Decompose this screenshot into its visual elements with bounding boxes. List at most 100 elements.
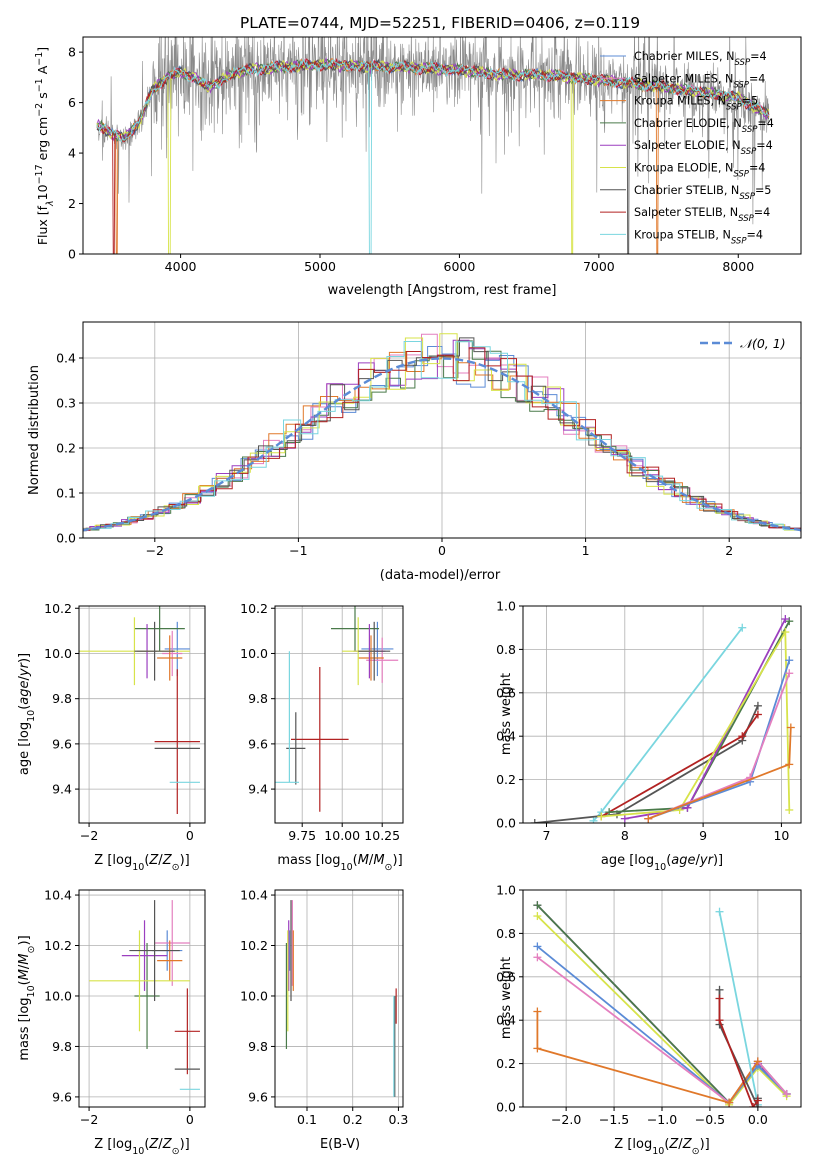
axes-mass_vs_EBV: 0.1 0.2 0.3 9.6 9.8 10.0 10.2 10.4 [240, 888, 408, 1127]
x-tick-label: 0 [186, 828, 194, 843]
errorbar-point-salp_stelib [154, 669, 200, 814]
weight-age-xlabel: age [log10(age/yr)] [601, 853, 723, 873]
label-part: )] [17, 935, 32, 945]
figure-title: PLATE=0744, MJD=52251, FIBERID=0406, z=0… [240, 14, 640, 32]
legend-tail: =5 [755, 184, 772, 197]
plot-area [275, 606, 399, 812]
y-tick-label: 8 [68, 45, 76, 60]
legend-sub: SSP [733, 80, 749, 90]
x-tick-label: −0.5 [695, 1112, 725, 1127]
legend-sub: SSP [738, 214, 754, 224]
label-part: age [17, 680, 32, 704]
axes-frame [82, 36, 802, 255]
legend-text: Chabrier STELIB, N [634, 184, 739, 197]
legend-tail: =4 [749, 72, 766, 85]
weight-marker-krou_elodie [533, 912, 542, 921]
residual-legend: 𝒩(0, 1) [700, 336, 786, 351]
gridlines [79, 890, 205, 1107]
errorbar-point-krou_miles [157, 635, 183, 681]
x-tick-label: −2.0 [551, 1112, 581, 1127]
label-part: 10 [26, 985, 37, 997]
label-part: )] [180, 1137, 190, 1152]
errorbar-point-chab_elodie [134, 606, 185, 652]
label-part: age [log [601, 853, 654, 868]
weight-marker-chab_elodie [533, 901, 542, 910]
weight-marker-chab_elodie [605, 808, 614, 817]
legend-tail: =4 [746, 228, 763, 241]
y-tick-label: 9.8 [52, 1039, 72, 1054]
legend-sub: SSP [739, 192, 755, 202]
model-spectrum-krou_elodie [96, 58, 770, 254]
weight-marker-salp_elodie [620, 814, 629, 823]
weight-marker-salp_elodie [781, 615, 790, 624]
gridlines [79, 606, 205, 823]
label-part: )] [180, 853, 190, 868]
legend-tail: =4 [754, 206, 771, 219]
y-tick-label: 10.0 [240, 646, 268, 661]
label-part: )] [700, 1137, 710, 1152]
label-part: Z [682, 1137, 693, 1152]
y-tick-label: 10.2 [44, 938, 72, 953]
y-tick-label: 0 [68, 247, 76, 262]
y-tick-label: 2 [68, 196, 76, 211]
y-tick-label: 0.0 [496, 816, 516, 831]
legend-text: Salpeter STELIB, N [634, 206, 738, 219]
label-part: Z [log [614, 1137, 652, 1152]
errorbar-point-chab_miles [361, 621, 394, 677]
y-tick-label: 0.4 [496, 1013, 516, 1028]
plot-area [79, 606, 200, 814]
x-tick-label: 6000 [444, 259, 476, 274]
legend-entry: Kroupa ELODIE, NSSP=4 [634, 162, 765, 180]
label-part: A [35, 65, 50, 78]
x-tick-label: 0.3 [388, 1112, 408, 1127]
label-part: age [log [17, 722, 32, 775]
y-tick-label: 10.4 [240, 888, 268, 903]
ticks: 0.1 0.2 0.3 9.6 9.8 10.0 10.2 10.4 [240, 888, 408, 1127]
label-part: λ [45, 200, 56, 207]
weight-marker-krou_miles [533, 1007, 542, 1016]
legend-entry: Salpeter ELODIE, NSSP=4 [634, 139, 773, 157]
label-part: ( [17, 980, 32, 985]
label-part: ( [17, 705, 32, 710]
label-part: / [158, 1137, 163, 1152]
x-tick-label: 10.25 [364, 828, 400, 843]
y-tick-label: 0.2 [496, 1056, 516, 1071]
y-tick-label: 0.1 [56, 486, 76, 501]
age-z-ylabel: age [log10(age/yr)] [17, 653, 37, 775]
legend-entry: Kroupa STELIB, NSSP=4 [634, 228, 763, 246]
weight-marker-salp_miles [785, 669, 794, 678]
errorbar-point-krou_miles [358, 635, 384, 681]
x-tick-label: 4000 [165, 259, 197, 274]
y-tick-label: 0.0 [496, 1100, 516, 1115]
weight-marker-krou_elodie [597, 812, 606, 821]
weight-marker-chab_stelib [715, 985, 724, 994]
y-tick-label: 10.2 [240, 938, 268, 953]
label-part: / [369, 853, 374, 868]
weight-marker-krou_stelib [589, 816, 598, 823]
plot-area [533, 901, 791, 1107]
legend-tail: =5 [742, 95, 759, 108]
axes-frame [274, 605, 404, 824]
weight-marker-krou_miles [785, 760, 794, 769]
legend-sub: SSP [741, 147, 757, 157]
y-tick-label: 10.2 [44, 601, 72, 616]
label-part: ⊙ [385, 862, 393, 873]
label-part: / [17, 675, 32, 680]
y-tick-label: 0.3 [56, 396, 76, 411]
x-tick-label: 9.75 [288, 828, 316, 843]
label-part: M [17, 953, 32, 964]
label-part: s [35, 92, 50, 103]
y-tick-label: 9.8 [248, 691, 268, 706]
y-tick-label: 9.4 [248, 782, 268, 797]
legend-sub: SSP [742, 125, 758, 135]
weight-line-krou_elodie [536, 915, 788, 1107]
weight-marker-salp_miles [533, 953, 542, 962]
label-part: ( [144, 1137, 149, 1152]
label-part: −1 [34, 52, 45, 66]
label-part: −1 [34, 78, 45, 92]
weight-marker-krou_stelib [738, 623, 747, 632]
weight-marker-chab_miles [533, 942, 542, 951]
x-tick-label: −2 [146, 543, 164, 558]
x-tick-label: 2 [725, 543, 733, 558]
label-part: Z [162, 853, 173, 868]
